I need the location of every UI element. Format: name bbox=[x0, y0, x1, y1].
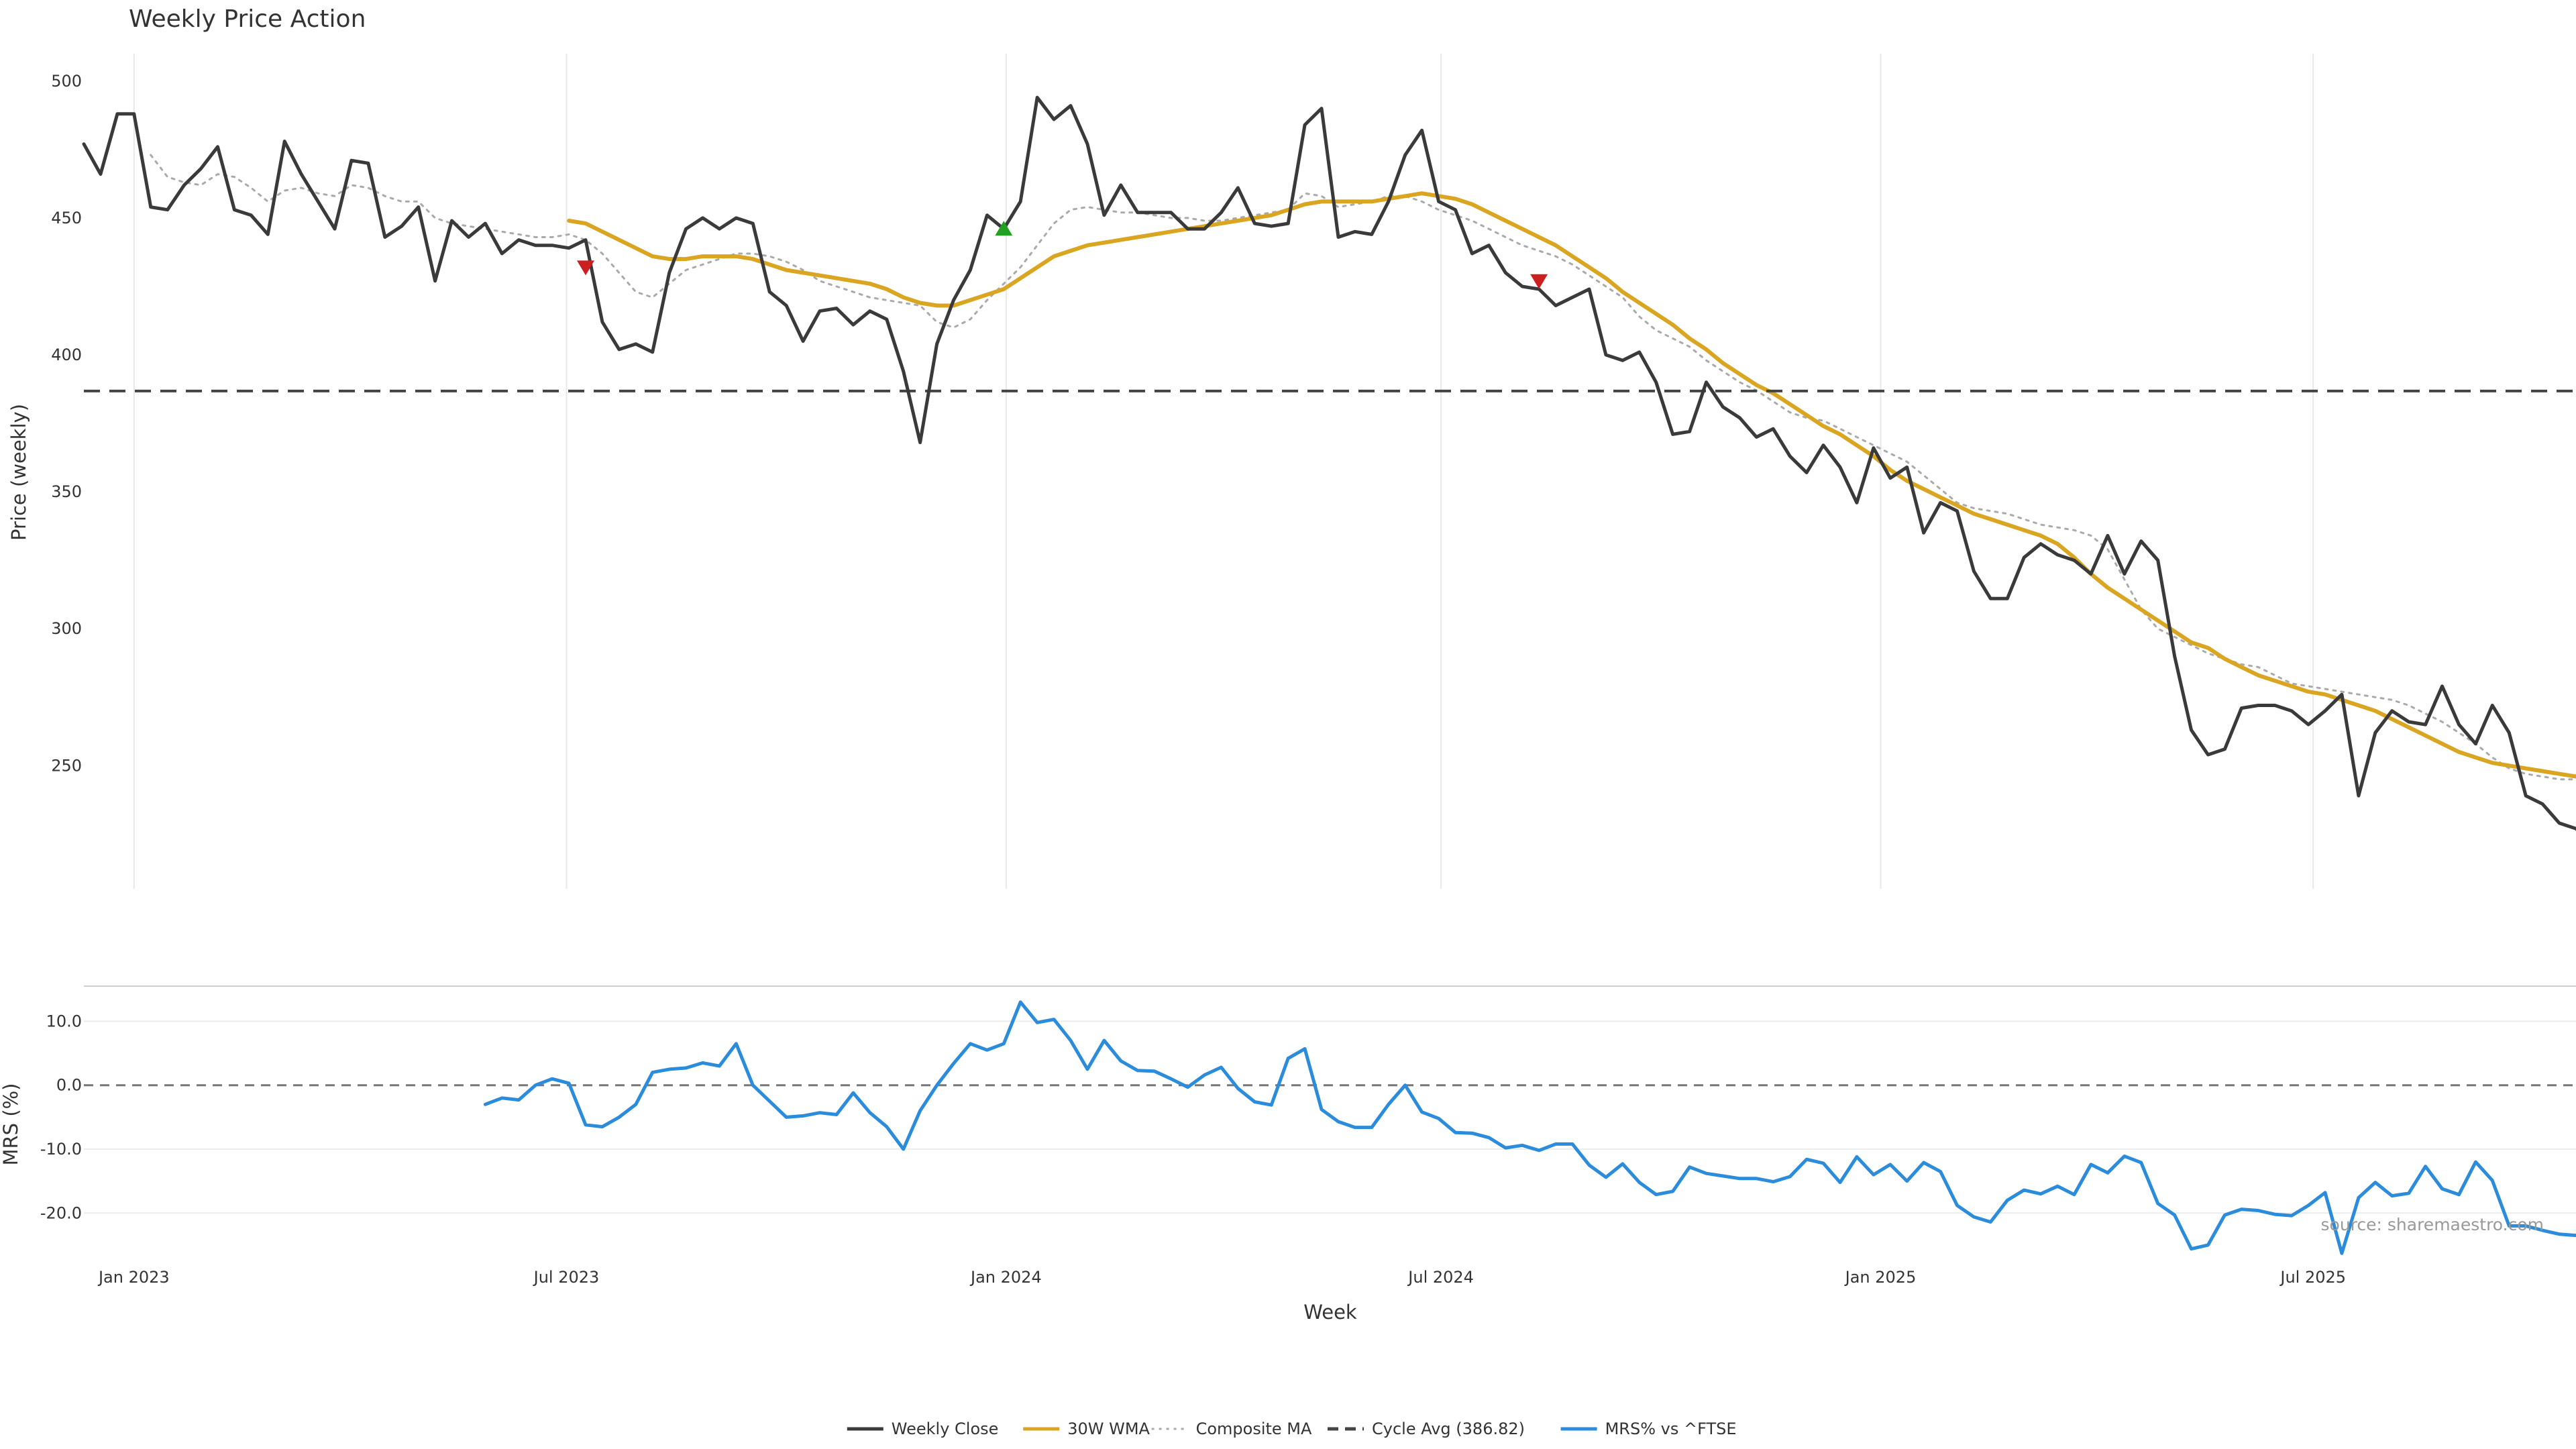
legend-label: Weekly Close bbox=[892, 1419, 999, 1438]
price-y-axis-ticks: 250 300 350 400 450 500 bbox=[51, 72, 82, 775]
legend-label: 30W WMA bbox=[1067, 1419, 1150, 1438]
legend-label: MRS% vs ^FTSE bbox=[1605, 1419, 1737, 1438]
sell-signal-marker bbox=[576, 260, 594, 276]
x-tick-label: Jan 2023 bbox=[97, 1268, 170, 1287]
price-panel-grid bbox=[133, 54, 2314, 889]
x-tick-label: Jul 2025 bbox=[2279, 1268, 2346, 1287]
composite-ma-line bbox=[150, 154, 2576, 781]
legend-item: Composite MA bbox=[1151, 1419, 1312, 1438]
x-tick-label: Jul 2023 bbox=[533, 1268, 600, 1287]
mrs-panel-series bbox=[483, 1000, 2576, 1255]
buy-signal-marker bbox=[995, 221, 1013, 236]
mrs-y-tick-label: -10.0 bbox=[40, 1140, 82, 1159]
x-tick-label: Jan 2024 bbox=[969, 1268, 1042, 1287]
x-axis-title: Week bbox=[1303, 1301, 1357, 1324]
weekly-close-line bbox=[82, 95, 2576, 831]
price-y-tick-label: 400 bbox=[51, 345, 82, 364]
x-axis-ticks: Jan 2023 Jul 2023 Jan 2024 Jul 2024 Jan 2025… bbox=[97, 1268, 2346, 1287]
signal-markers bbox=[576, 221, 1548, 289]
mrs-y-tick-label: 10.0 bbox=[46, 1012, 82, 1030]
chart-title: Weekly Price Action bbox=[129, 5, 366, 33]
mrs-y-tick-label: 0.0 bbox=[56, 1076, 82, 1095]
mrs-y-axis-title: MRS (%) bbox=[0, 1083, 22, 1166]
price-y-tick-label: 300 bbox=[51, 619, 82, 638]
mrs-panel-grid bbox=[84, 985, 2576, 1214]
x-tick-label: Jan 2025 bbox=[1844, 1268, 1917, 1287]
legend-item: Weekly Close bbox=[847, 1419, 999, 1438]
price-y-tick-label: 500 bbox=[51, 72, 82, 91]
legend-label: Composite MA bbox=[1196, 1419, 1312, 1438]
price-y-tick-label: 250 bbox=[51, 756, 82, 775]
price-y-axis-title: Price (weekly) bbox=[7, 404, 30, 541]
mrs-y-axis-ticks: -20.0 -10.0 0.0 10.0 bbox=[40, 1012, 82, 1222]
legend-item: Cycle Avg (386.82) bbox=[1328, 1419, 1525, 1438]
mrs-line bbox=[483, 1000, 2576, 1255]
price-y-tick-label: 450 bbox=[51, 209, 82, 227]
chart-legend: Weekly Close 30W WMA Composite MA Cycle Avg… bbox=[847, 1419, 1737, 1438]
mrs-y-tick-label: -20.0 bbox=[40, 1203, 82, 1222]
legend-item: 30W WMA bbox=[1023, 1419, 1150, 1438]
legend-label: Cycle Avg (386.82) bbox=[1372, 1419, 1525, 1438]
sell-signal-marker bbox=[1530, 274, 1548, 289]
price-y-tick-label: 350 bbox=[51, 482, 82, 501]
wma-30w-line bbox=[567, 191, 2576, 779]
x-tick-label: Jul 2024 bbox=[1407, 1268, 1474, 1287]
legend-item: MRS% vs ^FTSE bbox=[1560, 1419, 1737, 1438]
price-panel-series bbox=[82, 95, 2576, 831]
source-note: source: sharemaestro.com bbox=[2321, 1215, 2544, 1234]
